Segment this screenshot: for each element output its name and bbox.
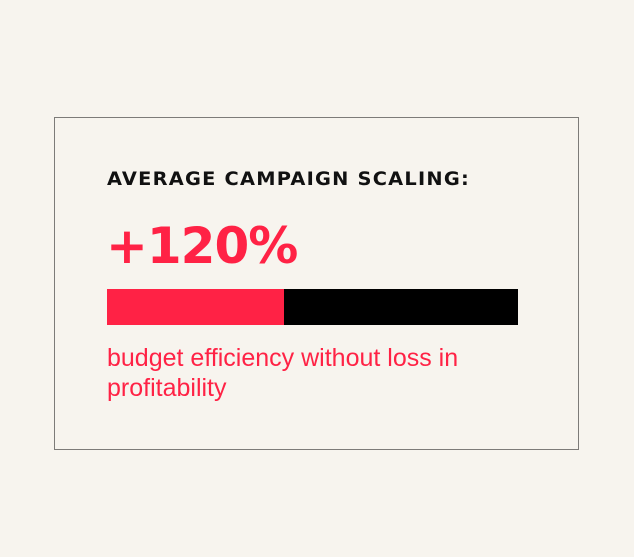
progress-bar [107, 289, 518, 325]
stat-title: AVERAGE CAMPAIGN SCALING: [107, 168, 470, 190]
progress-bar-fill [107, 289, 284, 325]
stat-description: budget efficiency without loss in profit… [107, 344, 459, 402]
stat-value: +120% [106, 217, 298, 275]
stat-card [54, 117, 579, 450]
